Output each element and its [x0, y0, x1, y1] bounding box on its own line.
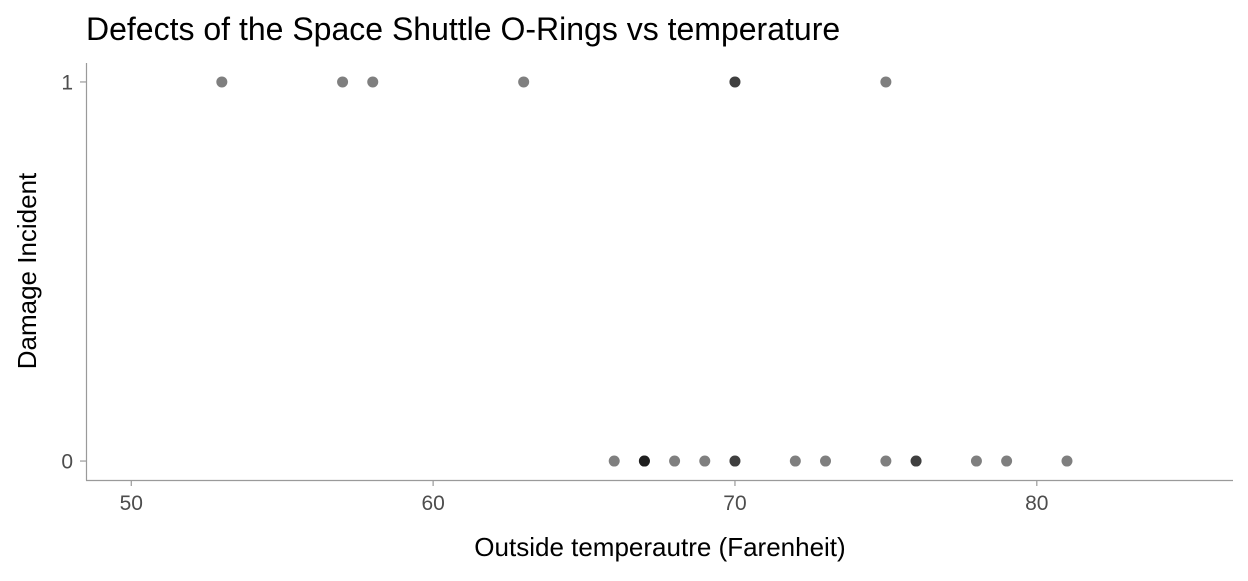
x-tick-label: 50: [120, 492, 143, 515]
plot-area: [216, 76, 1073, 467]
chart-title: Defects of the Space Shuttle O-Rings vs …: [86, 11, 840, 47]
data-point: [880, 76, 892, 88]
x-tick-label: 80: [1025, 492, 1048, 515]
data-point: [1061, 455, 1073, 467]
data-point: [216, 76, 228, 88]
data-point: [820, 455, 832, 467]
data-point: [699, 455, 711, 467]
data-point: [638, 455, 650, 467]
y-tick-label: 1: [61, 71, 73, 94]
data-point: [337, 76, 349, 88]
data-point: [910, 455, 922, 467]
data-point: [970, 455, 982, 467]
data-point: [729, 455, 741, 467]
data-point: [669, 455, 681, 467]
y-axis-label: Damage Incident: [12, 172, 42, 369]
x-tick-label: 70: [723, 492, 746, 515]
data-point: [789, 455, 801, 467]
data-point: [518, 76, 530, 88]
x-axis-ticks: 50 60 70 80: [120, 480, 1048, 515]
data-point: [1001, 455, 1013, 467]
y-tick-label: 0: [61, 451, 73, 474]
y-axis-ticks: 01: [61, 71, 86, 474]
data-point: [880, 455, 892, 467]
data-point: [608, 455, 620, 467]
x-axis-label: Outside temperautre (Farenheit): [474, 532, 845, 562]
data-point: [367, 76, 379, 88]
data-point: [729, 76, 741, 88]
x-tick-label: 60: [421, 492, 444, 515]
